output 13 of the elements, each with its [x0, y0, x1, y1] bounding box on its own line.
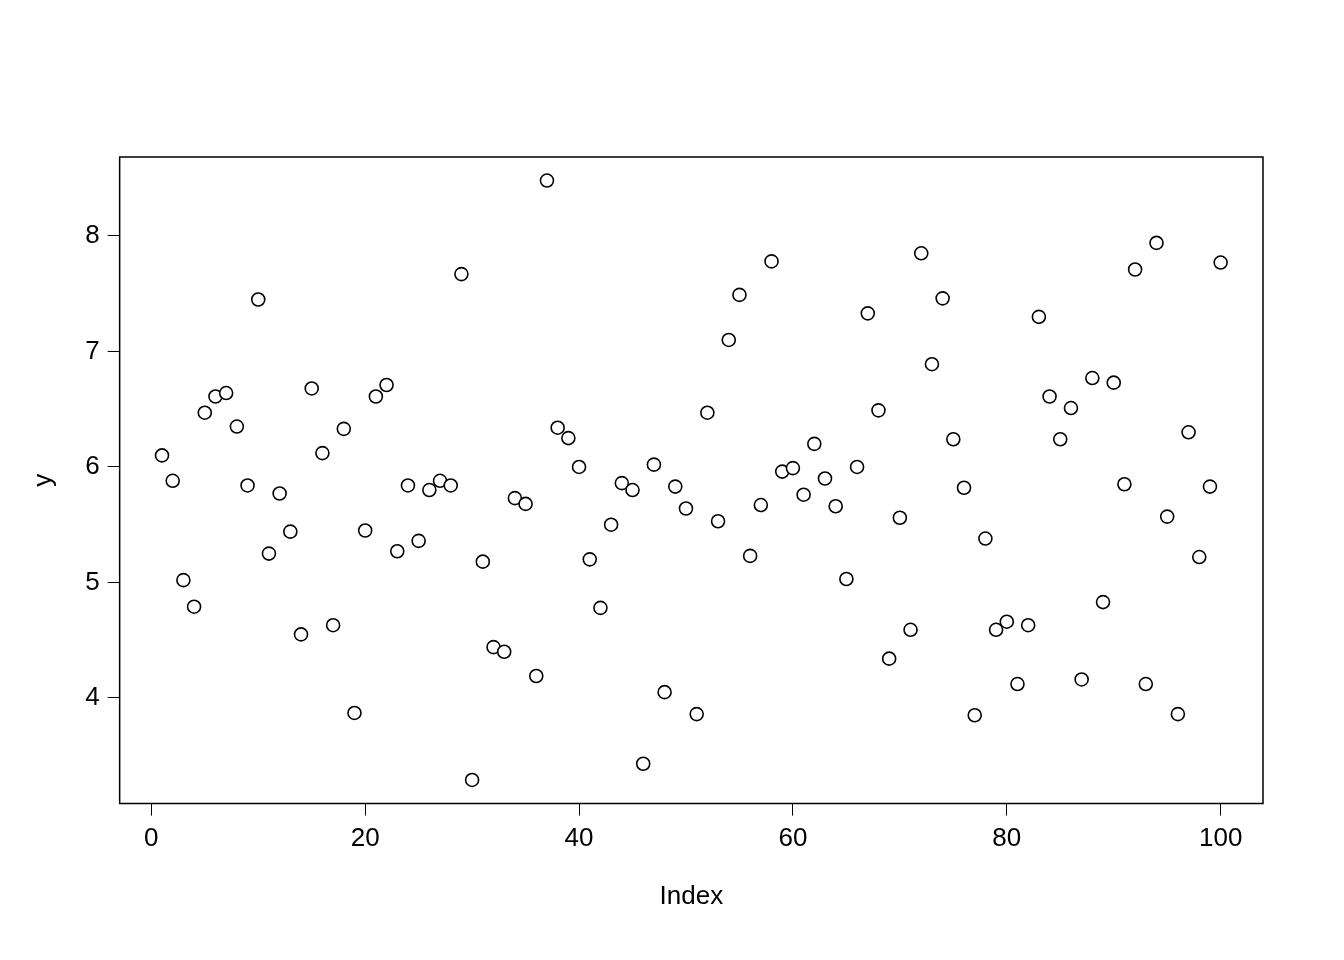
y-tick-label: 8 [85, 219, 100, 250]
x-tick-label: 100 [1198, 822, 1243, 853]
y-tick-label: 5 [85, 565, 100, 596]
y-tick-label: 6 [85, 450, 100, 481]
y-axis-title: y [26, 473, 57, 487]
y-tick-label: 7 [85, 334, 100, 365]
x-tick-label: 40 [564, 822, 594, 853]
x-tick-label: 20 [350, 822, 380, 853]
x-tick-label: 60 [778, 822, 808, 853]
y-tick-label: 4 [85, 681, 100, 712]
x-tick-label: 80 [992, 822, 1022, 853]
x-tick-label: 0 [144, 822, 159, 853]
x-axis-title: Index [659, 879, 724, 910]
